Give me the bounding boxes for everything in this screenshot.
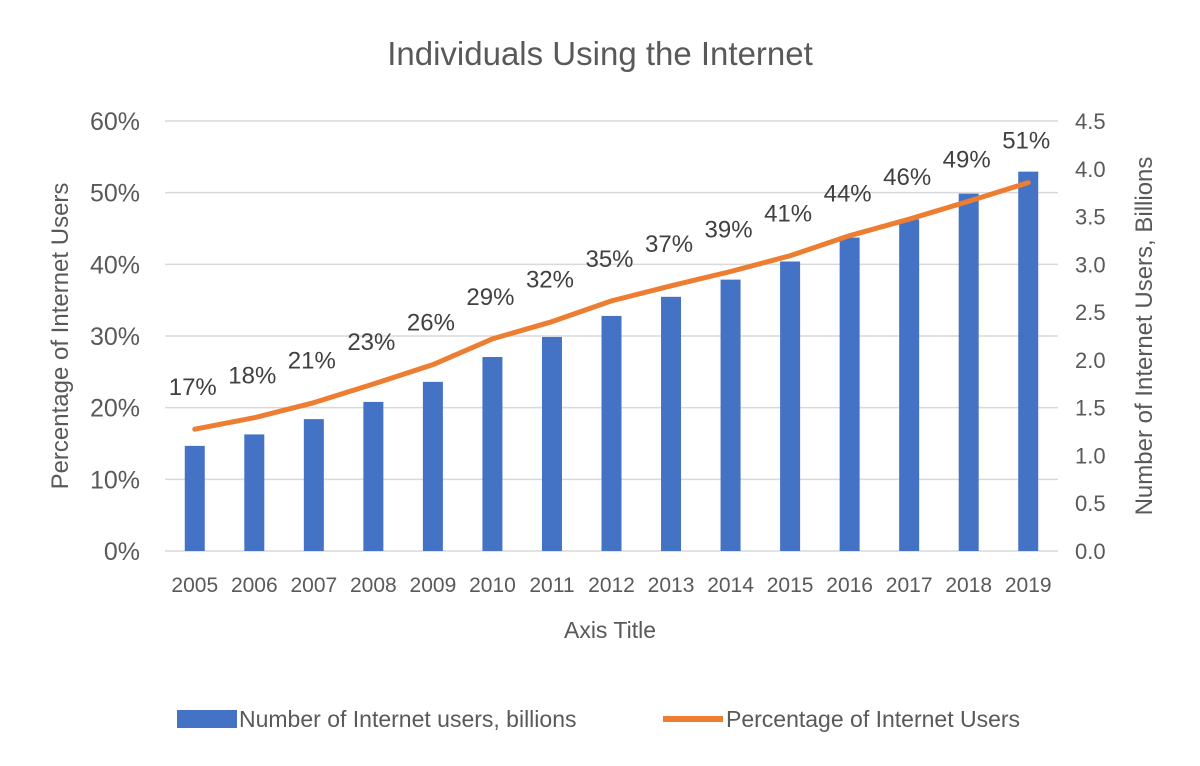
x-tick-label: 2007 bbox=[290, 574, 337, 597]
y-right-tick-label: 0.0 bbox=[1075, 539, 1106, 564]
data-label: 49% bbox=[943, 146, 991, 173]
bar bbox=[1018, 171, 1039, 551]
y-right-tick-label: 2.0 bbox=[1075, 348, 1106, 373]
bar bbox=[184, 445, 205, 551]
bar bbox=[541, 336, 562, 551]
data-label: 17% bbox=[169, 374, 217, 401]
data-label: 41% bbox=[764, 201, 812, 228]
bar bbox=[303, 419, 324, 551]
y-left-tick-label: 50% bbox=[90, 180, 140, 208]
x-tick-label: 2006 bbox=[231, 574, 278, 597]
x-tick-label: 2013 bbox=[648, 574, 695, 597]
bar bbox=[958, 193, 979, 551]
data-label: 51% bbox=[1002, 128, 1050, 155]
x-tick-label: 2015 bbox=[767, 574, 814, 597]
data-label: 29% bbox=[466, 284, 514, 311]
data-label: 35% bbox=[585, 246, 633, 273]
y-axis-right-label: Number of Internet Users, Billions bbox=[1131, 157, 1158, 516]
bar bbox=[780, 261, 801, 551]
y-right-tick-label: 4.5 bbox=[1075, 109, 1106, 134]
y-left-tick-label: 60% bbox=[90, 108, 140, 136]
legend-label-line: Percentage of Internet Users bbox=[726, 706, 1020, 732]
x-tick-label: 2018 bbox=[945, 574, 992, 597]
legend: Number of Internet users, billions Perce… bbox=[177, 706, 1020, 732]
data-label: 39% bbox=[705, 217, 753, 244]
x-tick-label: 2016 bbox=[826, 574, 873, 597]
y-right-tick-label: 2.5 bbox=[1075, 300, 1106, 325]
y-axis-left-label: Percentage of Internet Users bbox=[47, 183, 74, 490]
left-axis-ticks: 0% 10% 20% 30% 40% 50% 60% bbox=[90, 108, 140, 566]
y-left-tick-label: 30% bbox=[90, 323, 140, 351]
y-right-tick-label: 1.5 bbox=[1075, 396, 1106, 421]
x-tick-label: 2012 bbox=[588, 574, 635, 597]
y-right-tick-label: 3.0 bbox=[1075, 252, 1106, 277]
y-left-tick-label: 40% bbox=[90, 251, 140, 279]
bar bbox=[363, 401, 384, 551]
bar bbox=[482, 357, 503, 551]
x-axis-label: Axis Title bbox=[564, 617, 656, 643]
bar-series bbox=[184, 171, 1039, 552]
percentage-line bbox=[192, 180, 1031, 432]
y-right-tick-label: 4.0 bbox=[1075, 157, 1106, 182]
y-left-tick-label: 10% bbox=[90, 466, 140, 494]
data-label: 21% bbox=[288, 348, 336, 375]
y-right-tick-label: 3.5 bbox=[1075, 205, 1106, 230]
bar bbox=[422, 381, 443, 551]
x-tick-label: 2008 bbox=[350, 574, 397, 597]
bar bbox=[899, 219, 920, 551]
y-right-tick-label: 0.5 bbox=[1075, 491, 1106, 516]
line-series bbox=[192, 180, 1031, 432]
x-tick-label: 2014 bbox=[707, 574, 754, 597]
data-label: 18% bbox=[228, 363, 276, 390]
y-right-tick-label: 1.0 bbox=[1075, 443, 1106, 468]
data-label: 23% bbox=[347, 329, 395, 356]
y-left-tick-label: 20% bbox=[90, 395, 140, 423]
y-left-tick-label: 0% bbox=[104, 538, 140, 566]
bar bbox=[601, 315, 622, 551]
x-tick-label: 2009 bbox=[410, 574, 457, 597]
chart-title: Individuals Using the Internet bbox=[387, 35, 813, 72]
legend-label-bar: Number of Internet users, billions bbox=[239, 706, 577, 732]
x-tick-label: 2011 bbox=[529, 574, 574, 597]
bar bbox=[244, 434, 265, 551]
bar bbox=[720, 279, 741, 551]
data-label: 26% bbox=[407, 310, 455, 337]
x-tick-label: 2019 bbox=[1005, 574, 1052, 597]
x-axis-ticks: 2005 2006 2007 2008 2009 2010 2011 2012 2013 2014… bbox=[171, 574, 1051, 597]
data-label: 37% bbox=[645, 231, 693, 258]
bar bbox=[839, 237, 860, 552]
x-tick-label: 2017 bbox=[886, 574, 933, 597]
x-tick-label: 2010 bbox=[469, 574, 516, 597]
x-tick-label: 2005 bbox=[171, 574, 218, 597]
data-labels: 17% 18% 21% 23% 26% 29% 32% 35% 37% 39% 41% 44% 46% 4… bbox=[169, 128, 1051, 402]
data-label: 44% bbox=[824, 181, 872, 208]
legend-swatch-bar bbox=[177, 710, 237, 728]
bar bbox=[661, 296, 682, 551]
right-axis-ticks: 0.0 0.5 1.0 1.5 2.0 2.5 3.0 3.5 4.0 4.5 bbox=[1075, 109, 1106, 564]
data-label: 32% bbox=[526, 267, 574, 294]
data-label: 46% bbox=[883, 164, 931, 191]
